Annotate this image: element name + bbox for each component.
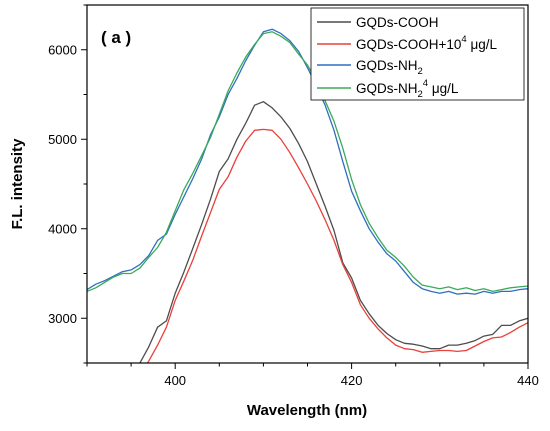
series-line-2 <box>146 128 528 363</box>
x-tick-label: 420 <box>341 373 363 388</box>
legend-label-1: GQDs-COOH <box>356 15 439 30</box>
y-tick-label: 4000 <box>48 221 77 236</box>
y-axis-label: F.L. intensity <box>9 138 26 230</box>
panel-label: ( a ) <box>101 28 131 47</box>
y-tick-label: 3000 <box>48 311 77 326</box>
legend-label-2: GQDs-COOH+104 μg/L <box>356 34 497 52</box>
legend-box <box>310 7 525 101</box>
legend: GQDs-COOH GQDs-COOH+104 μg/L GQDs-NH2GQDs-… <box>310 7 525 101</box>
x-axis-label: Wavelength (nm) <box>247 402 367 419</box>
x-axis: 400 420 440 <box>86 363 539 388</box>
x-tick-label: 400 <box>164 373 186 388</box>
series-line-1 <box>139 101 528 363</box>
y-tick-label: 6000 <box>48 42 77 57</box>
series-line-3 <box>87 28 528 295</box>
legend-label-4: GQDs-NH24 μg/L <box>356 78 459 100</box>
y-axis: 3000 4000 5000 6000 <box>48 4 87 364</box>
legend-label-3: GQDs-NH2 <box>356 58 423 77</box>
y-tick-label: 5000 <box>48 132 77 147</box>
x-tick-label: 440 <box>517 373 539 388</box>
series-line-4 <box>87 31 528 293</box>
series-layer <box>87 28 528 363</box>
